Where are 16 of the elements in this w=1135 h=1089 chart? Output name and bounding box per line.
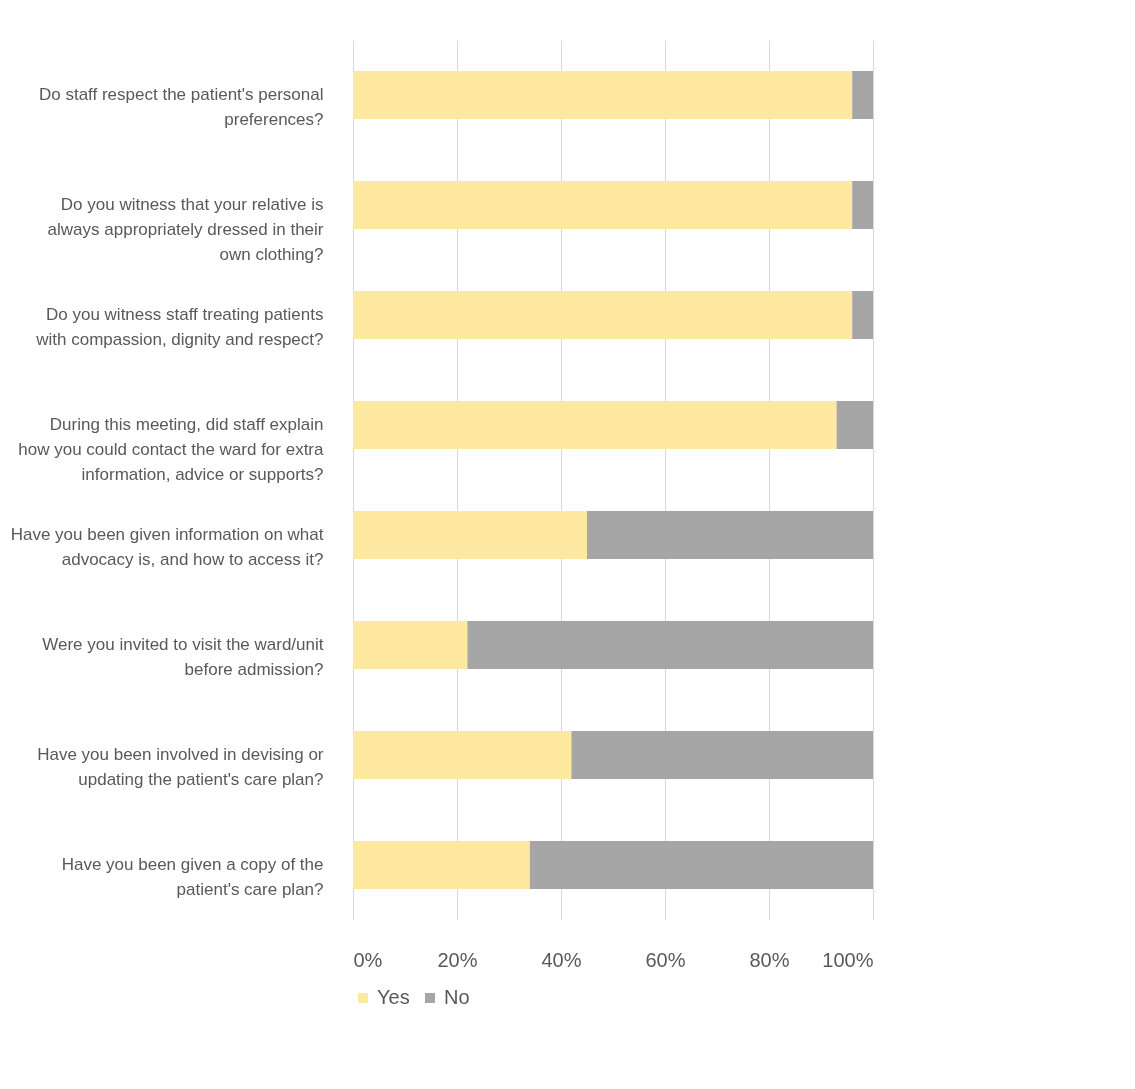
y-tick-label: Do you witness that your relative is always appropriately dressed in their own clothing? xyxy=(47,195,324,264)
y-tick-label: During this meeting, did staff explain how you could contact the ward for extra information, advice or supports? xyxy=(18,415,325,484)
y-tick-label: Do staff respect the patient's personal preferences? xyxy=(38,85,324,129)
y-tick-label: Have you been given a copy of the patient's care plan? xyxy=(61,855,324,899)
x-tick-label: 0% xyxy=(353,948,383,971)
legend-label: No xyxy=(444,986,470,1008)
y-tick-label: Have you been involved in devising or updating the patient's care plan? xyxy=(37,745,324,789)
legend-label: Yes xyxy=(377,986,410,1008)
x-tick-label: 80% xyxy=(749,948,790,971)
y-tick-label: Do you witness staff treating patients with compassion, dignity and respect? xyxy=(35,305,324,349)
y-tick-label: Were you invited to visit the ward/unit before admission? xyxy=(42,635,324,679)
x-tick-label: 20% xyxy=(437,948,478,971)
x-tick-label: 100% xyxy=(822,948,874,971)
x-tick-label: 60% xyxy=(645,948,686,971)
y-tick-label: Have you been given information on what advocacy is, and how to access it? xyxy=(10,525,324,569)
x-tick-label: 40% xyxy=(541,948,582,971)
